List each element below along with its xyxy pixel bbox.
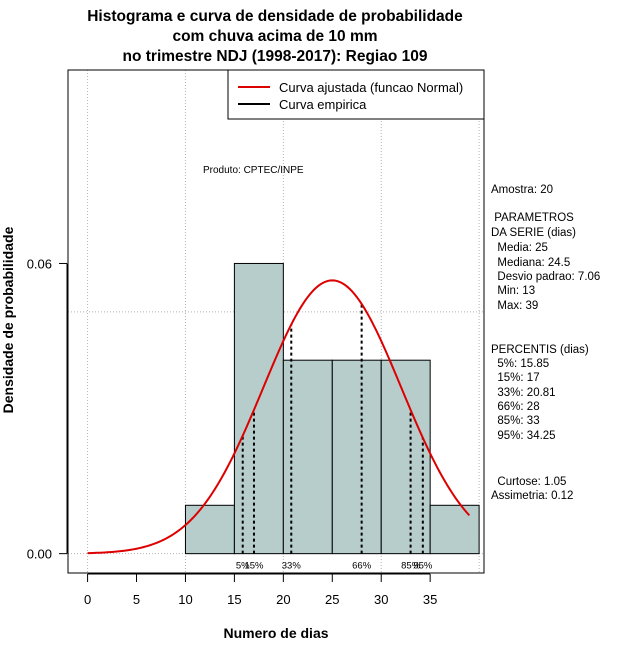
stat-assimetria: Assimetria: 0.12 <box>491 490 573 502</box>
legend-box <box>227 69 485 120</box>
y-tick-label-0: 0.00 <box>27 547 52 562</box>
stat-params-title-1: PARAMETROS <box>491 212 574 224</box>
stat-max: Max: 39 <box>491 300 538 312</box>
stat-percentis-title: PERCENTIS (dias) <box>491 344 589 356</box>
x-tick-label-7: 35 <box>423 592 437 607</box>
y-tick-label-1: 0.06 <box>27 256 52 271</box>
title-line-3: no trimestre NDJ (1998-2017): Regiao 109 <box>123 48 428 65</box>
stat-sample: Amostra: 20 <box>491 184 553 196</box>
x-tick-label-4: 20 <box>276 592 290 607</box>
product-label: Produto: CPTEC/INPE <box>203 165 304 176</box>
percentile-label-15pct: 15% <box>244 561 264 572</box>
stat-min: Min: 13 <box>491 285 535 297</box>
legend: Curva ajustada (funcao Normal) Curva emp… <box>227 69 485 120</box>
x-tick-label-2: 10 <box>178 592 192 607</box>
legend-label-empirical: Curva empirica <box>279 97 367 112</box>
stat-params-title-2: DA SERIE (dias) <box>491 227 576 239</box>
x-tick-label-6: 30 <box>374 592 388 607</box>
y-axis-label: Densidade de probabilidade <box>0 226 16 413</box>
stat-desvio: Desvio padrao: 7.06 <box>491 271 600 283</box>
histogram-bar-5 <box>429 504 480 555</box>
stat-media: Media: 25 <box>491 242 548 254</box>
axis-layer: 0 5 10 15 20 25 30 35 0.00 0.06 <box>27 256 438 607</box>
histogram-bar-3 <box>331 359 382 555</box>
stat-p95: 95%: 34.25 <box>491 430 556 442</box>
percentile-label-5pct: 5% <box>236 561 250 572</box>
stat-curtose: Curtose: 1.05 <box>491 476 566 488</box>
title-line-2: com chuva acima de 10 mm <box>172 28 377 45</box>
stat-p15: 15%: 17 <box>491 372 540 384</box>
stat-mediana: Mediana: 24.5 <box>491 257 570 269</box>
stat-p33: 33%: 20.81 <box>491 387 556 399</box>
histogram-bar-0 <box>184 504 235 555</box>
histogram-bar-1 <box>233 262 284 555</box>
percentile-layer: 5%15% 33% 66% 85%95% <box>236 303 433 572</box>
x-tick-label-5: 25 <box>325 592 339 607</box>
percentile-label-66pct: 66% <box>352 561 372 572</box>
normal-curve-line <box>87 279 471 555</box>
percentile-label-33pct: 33% <box>282 561 302 572</box>
title-line-1: Histograma e curva de densidade de proba… <box>87 8 463 25</box>
percentile-label-95pct: 95% <box>413 561 433 572</box>
x-tick-label-3: 15 <box>227 592 241 607</box>
x-axis-label: Numero de dias <box>223 625 328 641</box>
x-tick-label-1: 5 <box>133 592 140 607</box>
bars-layer <box>184 262 480 555</box>
stat-p85: 85%: 33 <box>491 415 540 427</box>
percentile-label-85pct: 85% <box>401 561 421 572</box>
stat-p5: 5%: 15.85 <box>491 358 549 370</box>
stats-panel: Amostra: 20 PARAMETROS DA SERIE (dias) M… <box>491 184 600 502</box>
legend-label-normal: Curva ajustada (funcao Normal) <box>279 80 463 95</box>
curve-layer <box>87 279 471 555</box>
stat-p66: 66%: 28 <box>491 401 540 413</box>
x-tick-label-0: 0 <box>84 592 91 607</box>
chart-title: Histograma e curva de densidade de proba… <box>87 8 463 65</box>
